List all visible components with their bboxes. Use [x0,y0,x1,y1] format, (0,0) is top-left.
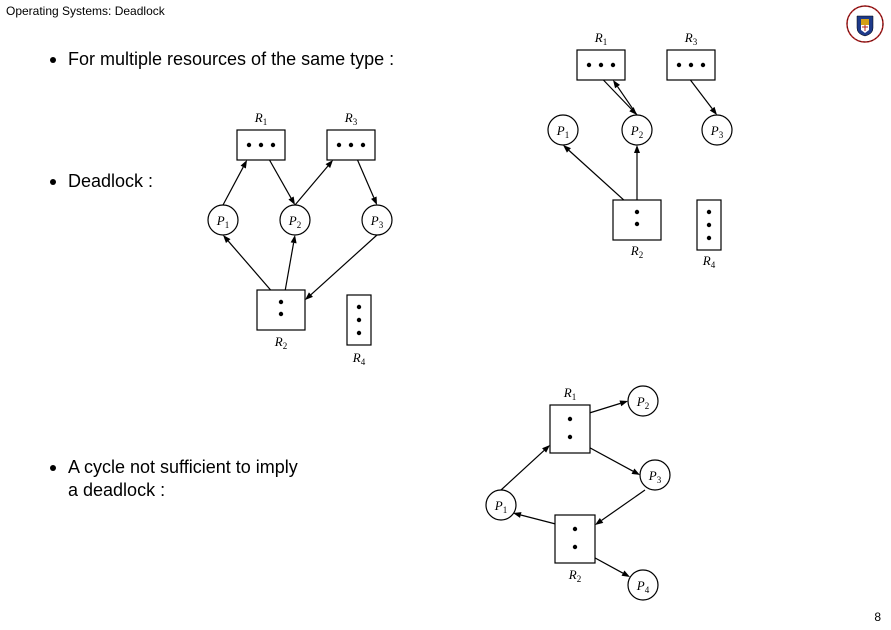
svg-text:R2: R2 [274,334,287,351]
svg-text:R2: R2 [630,243,643,260]
page-number: 8 [874,610,881,624]
header-title: Operating Systems: Deadlock [6,4,165,18]
bullet-3: A cycle not sufficient to imply a deadlo… [50,456,310,503]
bullet-3-text: A cycle not sufficient to imply a deadlo… [68,456,310,503]
bullet-dot-icon [50,465,56,471]
university-crest-icon [845,4,885,44]
svg-text:R3: R3 [684,30,698,47]
slide-header: Operating Systems: Deadlock [6,4,165,18]
diagram-deadlock: R1R3R2R4P1P2P3 [185,100,415,380]
bullet-dot-icon [50,57,56,63]
bullet-2-text: Deadlock : [68,170,153,193]
bullet-2: Deadlock : [50,170,153,193]
svg-text:R1: R1 [594,30,607,47]
bullet-dot-icon [50,179,56,185]
diagram-cycle-no-deadlock: R1R2P1P2P3P4 [465,375,695,615]
svg-text:R1: R1 [254,110,267,127]
bullet-1: For multiple resources of the same type … [50,48,394,71]
bullet-1-text: For multiple resources of the same type … [68,48,394,71]
svg-text:R1: R1 [563,385,576,402]
svg-text:R2: R2 [568,567,581,584]
svg-text:R4: R4 [352,350,366,367]
diagram-multiple-resources: R1R3R2R4P1P2P3 [525,20,765,270]
svg-text:R4: R4 [702,253,716,270]
svg-text:R3: R3 [344,110,358,127]
